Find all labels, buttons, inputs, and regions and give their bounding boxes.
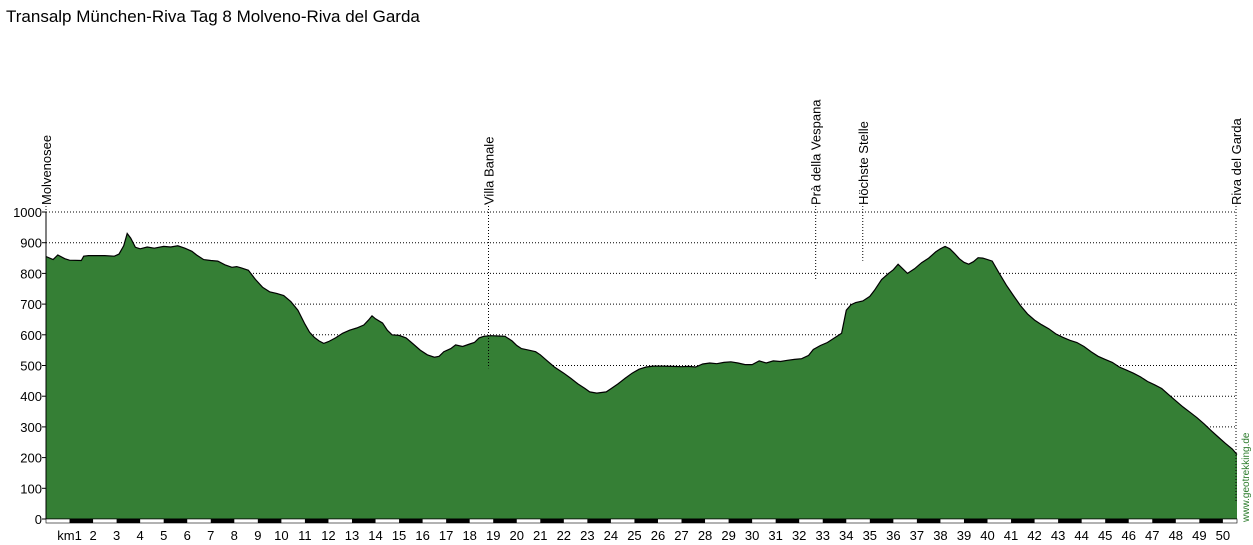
km-bar-segment-7 [210, 519, 235, 523]
waypoint-label-3: Höchste Stelle [856, 121, 871, 205]
x-tick-label-15: 15 [392, 528, 406, 543]
x-tick-label-32: 32 [792, 528, 806, 543]
x-tick-label-7: 7 [207, 528, 214, 543]
km-bar-segment-3 [116, 519, 141, 523]
x-tick-label-13: 13 [345, 528, 359, 543]
km-bar-segment-29 [728, 519, 753, 523]
km-bar-segment-9 [257, 519, 282, 523]
x-tick-label-21: 21 [533, 528, 547, 543]
x-tick-label-10: 10 [274, 528, 288, 543]
y-tick-label-1000: 1000 [13, 205, 42, 220]
x-tick-label-18: 18 [462, 528, 476, 543]
waypoint-label-2: Prà della Vespana [809, 99, 824, 205]
waypoint-label-0: Molvenosee [39, 135, 54, 205]
x-tick-label-34: 34 [839, 528, 853, 543]
y-tick-label-600: 600 [20, 328, 42, 343]
x-tick-label-43: 43 [1051, 528, 1065, 543]
x-tick-label-11: 11 [298, 528, 312, 543]
km-bar-segment-17 [446, 519, 470, 523]
x-tick-label-48: 48 [1169, 528, 1183, 543]
y-tick-label-500: 500 [20, 359, 42, 374]
km-bar-segment-5 [163, 519, 188, 523]
km-bar-segment-1 [69, 519, 94, 523]
x-tick-label-8: 8 [231, 528, 238, 543]
x-tick-label-20: 20 [510, 528, 524, 543]
x-tick-label-33: 33 [816, 528, 830, 543]
x-tick-label-6: 6 [184, 528, 191, 543]
x-tick-label-19: 19 [486, 528, 500, 543]
x-tick-label-37: 37 [910, 528, 924, 543]
chart-title: Transalp München-Riva Tag 8 Molveno-Riva… [6, 7, 420, 26]
km-bar-segment-47 [1152, 519, 1176, 523]
y-tick-label-400: 400 [20, 389, 42, 404]
y-tick-label-100: 100 [20, 481, 42, 496]
km-bar-segment-49 [1199, 519, 1223, 523]
x-tick-label-41: 41 [1004, 528, 1018, 543]
x-tick-label-39: 39 [957, 528, 971, 543]
x-tick-label-9: 9 [254, 528, 261, 543]
y-tick-label-0: 0 [35, 512, 42, 527]
x-tick-label-29: 29 [721, 528, 735, 543]
x-tick-label-5: 5 [160, 528, 167, 543]
credit-text: www.geotrekking.de [1241, 432, 1252, 523]
km-bar-segment-19 [493, 519, 517, 523]
x-tick-label-31: 31 [768, 528, 782, 543]
x-tick-label-16: 16 [415, 528, 429, 543]
x-tick-label-1: km1 [57, 528, 82, 543]
x-tick-label-28: 28 [698, 528, 712, 543]
km-bar-segment-13 [351, 519, 376, 523]
km-bar-segment-37 [916, 519, 941, 523]
x-tick-label-12: 12 [321, 528, 335, 543]
km-bar-segment-23 [587, 519, 611, 523]
y-tick-label-700: 700 [20, 297, 42, 312]
y-tick-label-200: 200 [20, 451, 42, 466]
x-tick-label-36: 36 [886, 528, 900, 543]
km-bar-segment-25 [634, 519, 658, 523]
km-bar-segment-41 [1011, 519, 1035, 523]
x-axis-km-bar [45, 518, 1238, 524]
x-tick-label-25: 25 [627, 528, 641, 543]
y-axis-tick-labels: 0 100 200 300 400 500 600 700 800 900 1000 [13, 205, 46, 527]
x-tick-label-35: 35 [863, 528, 877, 543]
x-tick-label-40: 40 [980, 528, 994, 543]
x-tick-label-27: 27 [674, 528, 688, 543]
x-tick-label-23: 23 [580, 528, 594, 543]
x-tick-label-50: 50 [1216, 528, 1230, 543]
x-axis-tick-labels: km1 2 3 4 5 6 7 8 9 10 11 12 13 14 15 16 17 18 19 20 21 22 23 2… [57, 528, 1230, 543]
waypoint-label-1: Villa Banale [482, 137, 497, 205]
km-bar-segment-39 [963, 519, 988, 523]
km-bar-segment-15 [399, 519, 423, 523]
x-tick-label-24: 24 [604, 528, 618, 543]
km-bar-segment-21 [540, 519, 564, 523]
x-tick-label-2: 2 [89, 528, 96, 543]
waypoint-label-4: Riva del Garda [1229, 118, 1244, 205]
y-tick-label-300: 300 [20, 420, 42, 435]
elevation-line [45, 232, 1238, 455]
x-tick-label-42: 42 [1027, 528, 1041, 543]
km-bar-segment-27 [681, 519, 706, 523]
x-tick-label-3: 3 [113, 528, 120, 543]
km-bar-segment-31 [775, 519, 800, 523]
x-tick-label-30: 30 [745, 528, 759, 543]
x-tick-label-26: 26 [651, 528, 665, 543]
x-tick-label-22: 22 [557, 528, 571, 543]
x-tick-label-46: 46 [1121, 528, 1135, 543]
elevation-area [46, 233, 1237, 519]
km-bar-segment-35 [869, 519, 894, 523]
y-tick-label-800: 800 [20, 266, 42, 281]
x-tick-label-44: 44 [1074, 528, 1088, 543]
x-tick-label-17: 17 [439, 528, 453, 543]
x-tick-label-4: 4 [137, 528, 144, 543]
x-tick-label-47: 47 [1145, 528, 1159, 543]
x-tick-label-49: 49 [1192, 528, 1206, 543]
km-bar-segment-33 [822, 519, 847, 523]
km-bar-segment-11 [304, 519, 329, 523]
x-tick-label-45: 45 [1098, 528, 1112, 543]
x-tick-label-14: 14 [368, 528, 382, 543]
km-bar-segment-45 [1105, 519, 1129, 523]
km-bar-segment-43 [1058, 519, 1082, 523]
x-tick-label-38: 38 [933, 528, 947, 543]
y-tick-label-900: 900 [20, 236, 42, 251]
